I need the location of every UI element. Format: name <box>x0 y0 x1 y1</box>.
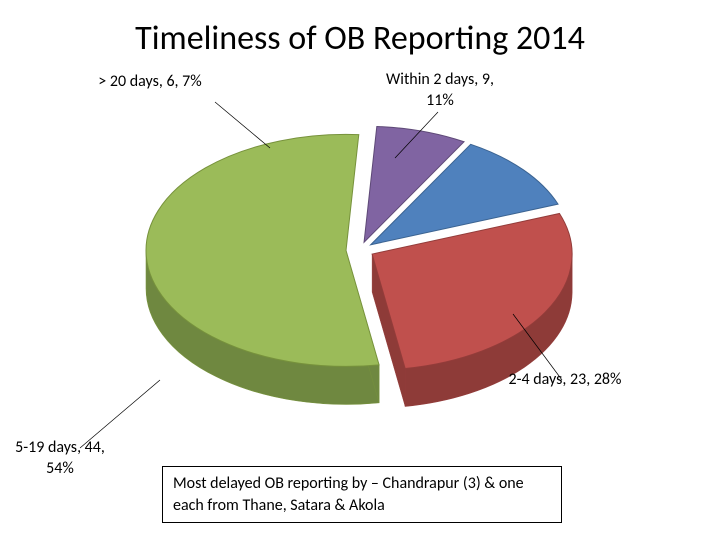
slice-label: > 20 days, 6, 7% <box>80 72 220 93</box>
slice-label: 5-19 days, 44, 54% <box>0 438 120 480</box>
page-title: Timeliness of OB Reporting 2014 <box>0 18 720 59</box>
pie-chart: Within 2 days, 9, 11%2-4 days, 23, 28%5-… <box>60 80 660 460</box>
footnote-box: Most delayed OB reporting by – Chandrapu… <box>162 466 562 523</box>
slice-label: 2-4 days, 23, 28% <box>505 370 625 391</box>
footnote-text: Most delayed OB reporting by – Chandrapu… <box>173 474 524 515</box>
slice-label: Within 2 days, 9, 11% <box>380 70 500 112</box>
